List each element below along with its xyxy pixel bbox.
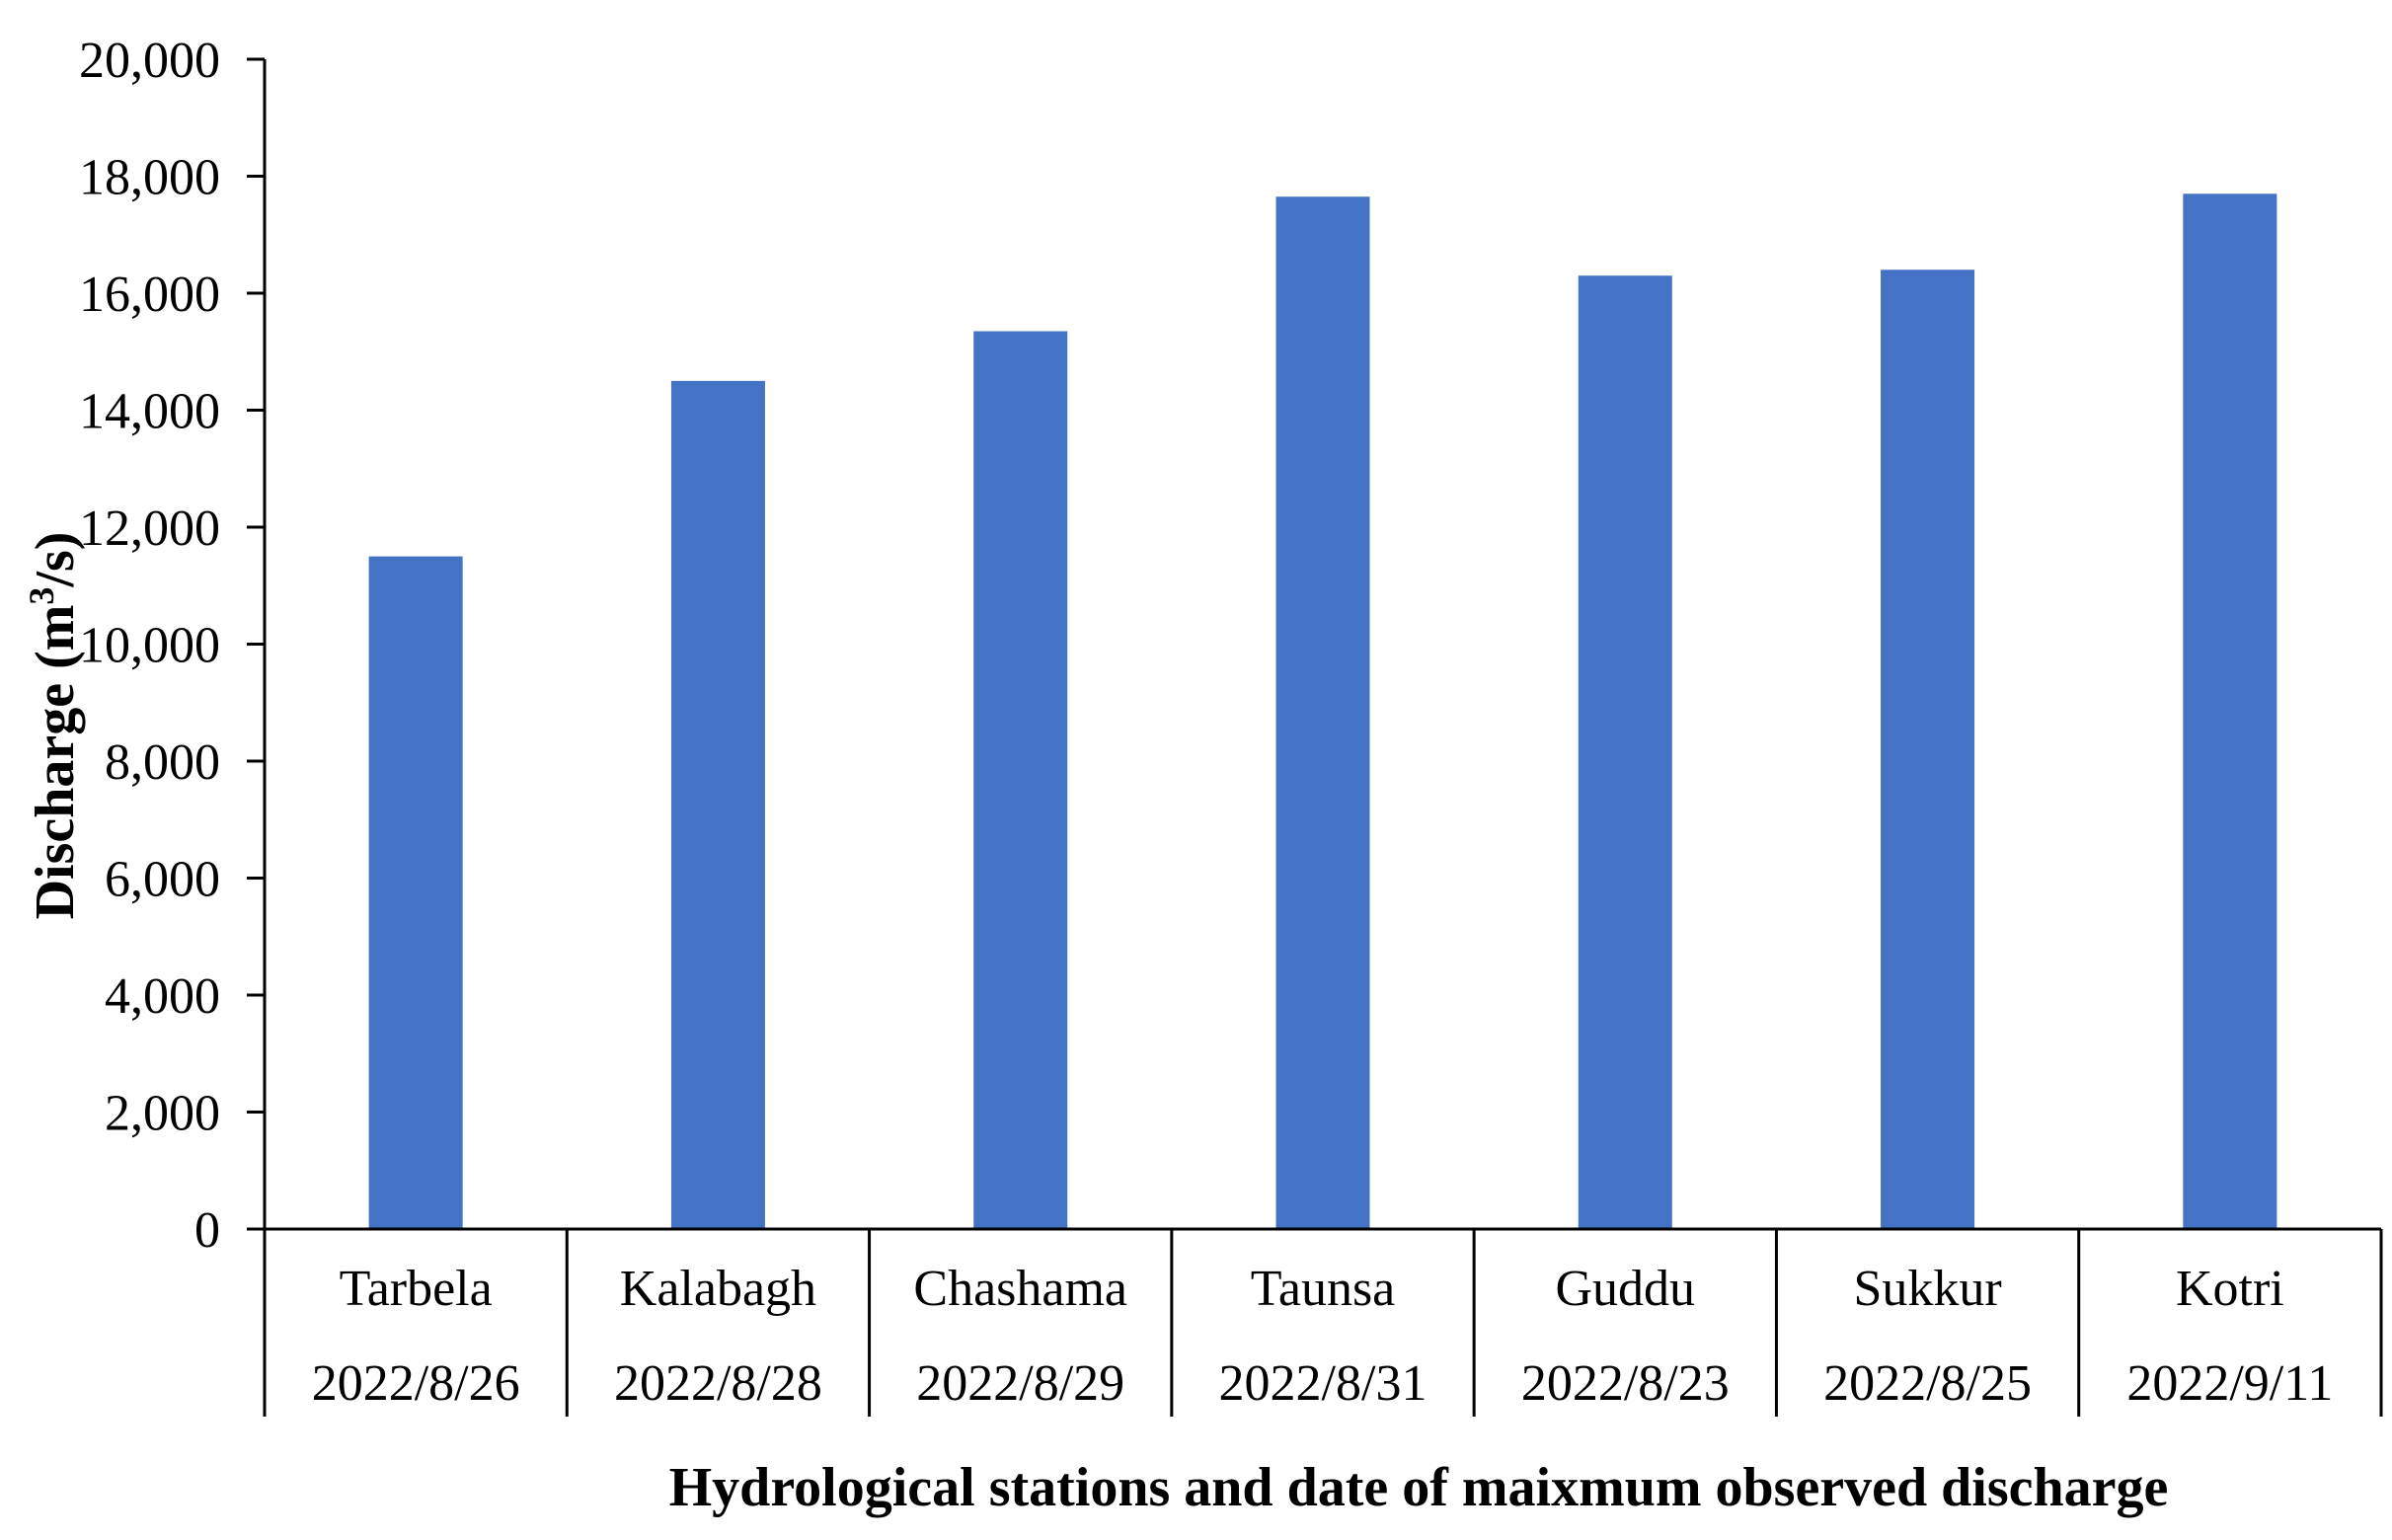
- y-tick-label: 0: [194, 1202, 220, 1259]
- bars: [368, 193, 2277, 1230]
- y-tick-label: 10,000: [79, 618, 220, 674]
- y-axis-title-main: Discharge (m: [25, 605, 86, 920]
- x-date-label: 2022/8/28: [614, 1355, 822, 1412]
- x-date-label: 2022/8/25: [1823, 1355, 2032, 1412]
- x-category-label: Sukkur: [1853, 1261, 2001, 1317]
- y-axis-title-sup: 3: [22, 587, 61, 605]
- y-tick-label: 12,000: [79, 500, 220, 557]
- bar-kalabagh: [670, 380, 765, 1229]
- y-tick-label: 8,000: [105, 734, 220, 791]
- x-axis: Tarbela 2022/8/26 Kalabagh 2022/8/28 Chasham…: [265, 1227, 2383, 1417]
- y-tick-label: 18,000: [79, 150, 220, 206]
- y-tick-label: 6,000: [105, 852, 220, 908]
- bar-kotri: [2183, 193, 2277, 1229]
- x-category-label: Taunsa: [1251, 1261, 1396, 1317]
- x-date-label: 2022/9/11: [2126, 1355, 2333, 1412]
- x-date-label: 2022/8/26: [312, 1355, 520, 1412]
- y-axis-title: Discharge (m3/s): [22, 532, 86, 920]
- y-tick-label: 20,000: [79, 33, 220, 89]
- y-tick-label: 4,000: [105, 968, 220, 1025]
- bar-chashama: [973, 331, 1068, 1229]
- x-category-label: Tarbela: [340, 1261, 493, 1317]
- x-category-label: Kotri: [2176, 1261, 2284, 1317]
- x-date-label: 2022/8/31: [1219, 1355, 1427, 1412]
- y-axis-ticks: 0 2,000 4,000 6,000 8,000 10,000 12,000 14,000 1…: [79, 33, 265, 1259]
- y-tick-label: 16,000: [79, 267, 220, 323]
- x-category-label: Guddu: [1556, 1261, 1696, 1317]
- x-category-label: Chashama: [913, 1261, 1127, 1317]
- bar-taunsa: [1275, 196, 1370, 1229]
- y-tick-label: 14,000: [79, 384, 220, 440]
- x-category-label: Kalabagh: [620, 1261, 816, 1317]
- bar-guddu: [1578, 275, 1672, 1230]
- y-tick-label: 2,000: [105, 1086, 220, 1142]
- x-axis-title: Hydrological stations and date of maixmu…: [669, 1457, 2169, 1518]
- x-date-label: 2022/8/23: [1521, 1355, 1730, 1412]
- bar-tarbela: [368, 556, 463, 1229]
- x-date-label: 2022/8/29: [916, 1355, 1124, 1412]
- bar-sukkur: [1881, 270, 1975, 1229]
- y-axis-title-end: /s): [25, 532, 86, 588]
